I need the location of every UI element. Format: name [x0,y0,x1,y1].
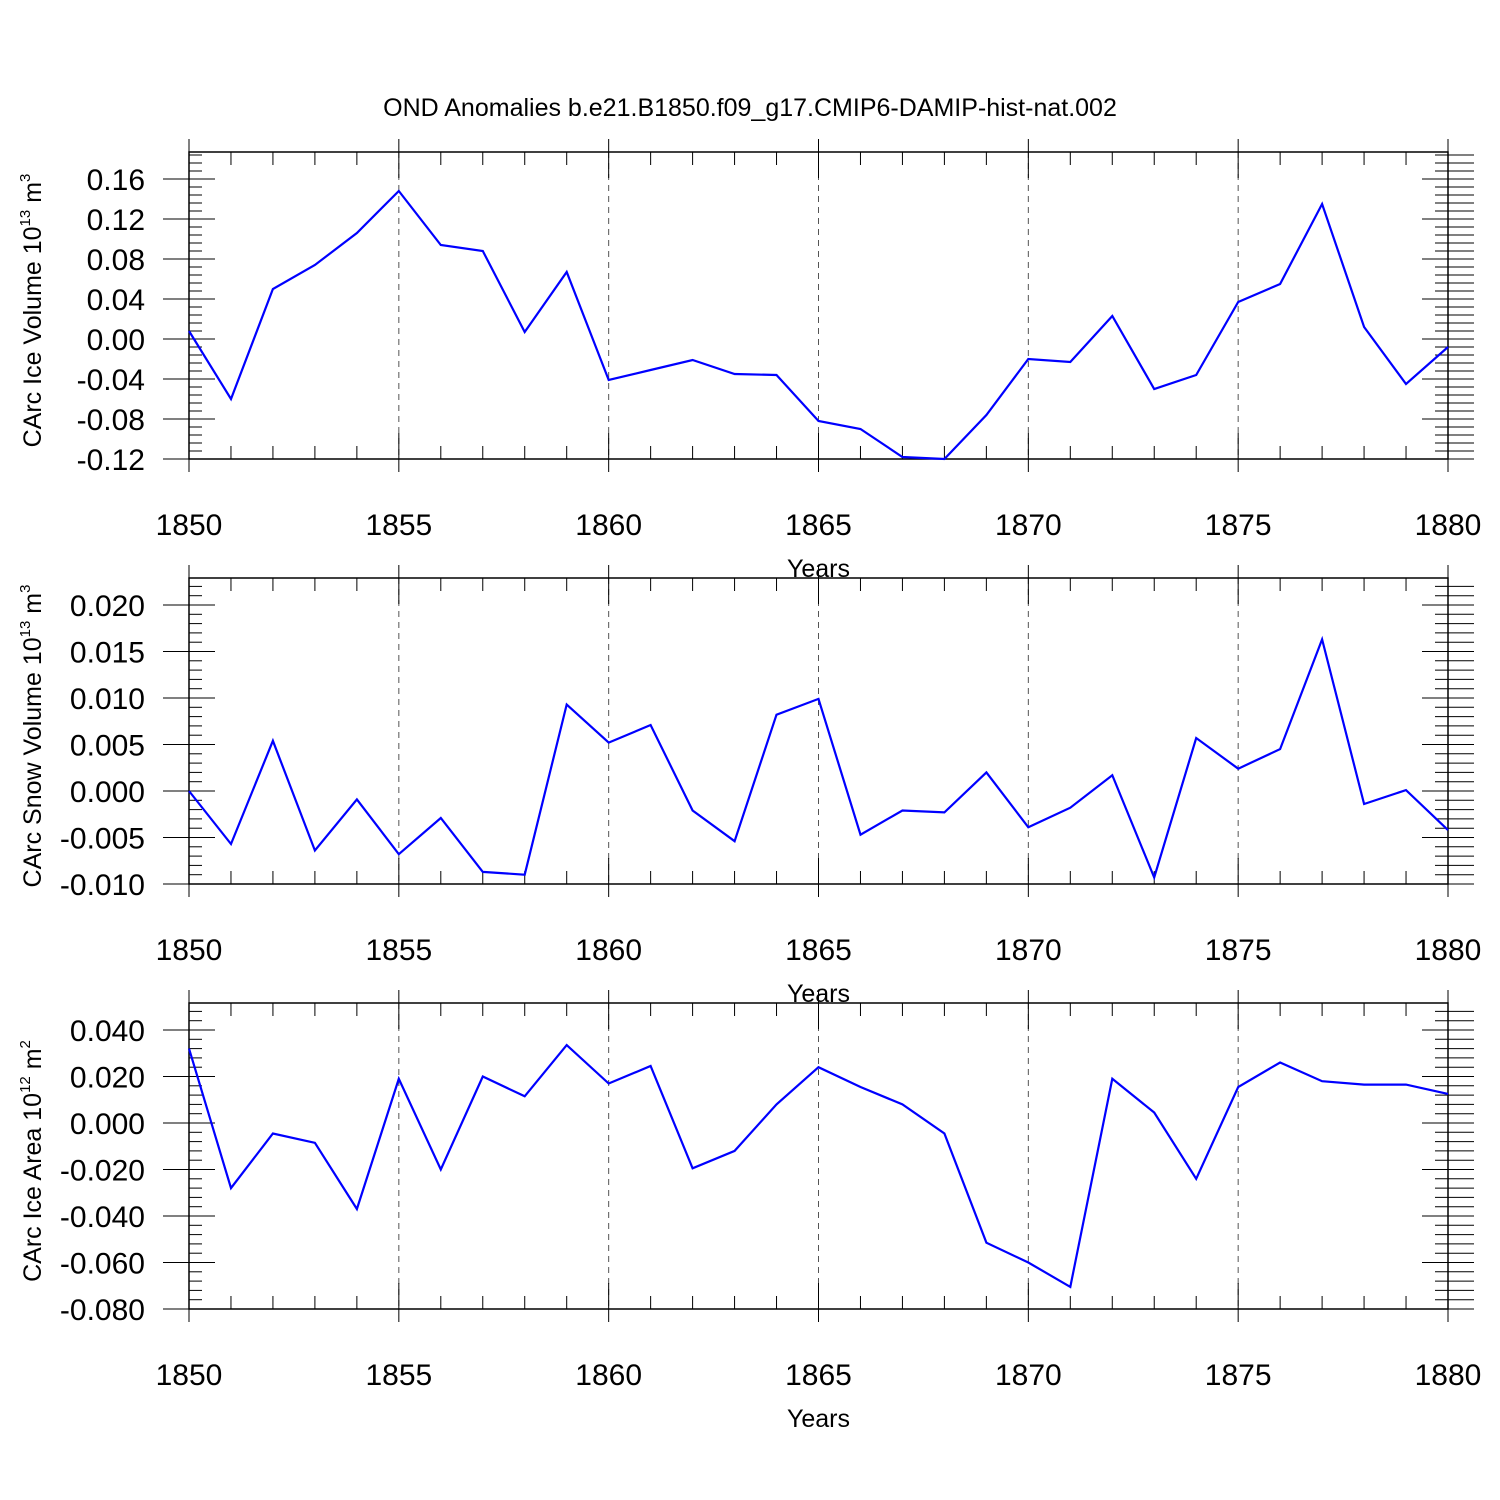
y-tick-label: -0.060 [60,1248,145,1281]
y-tick-label: 0.04 [87,284,145,317]
y-tick-label: -0.04 [77,364,145,397]
x-axis-label: Years [787,1405,850,1433]
x-tick-label: 1865 [785,509,852,542]
y-tick-label: -0.005 [60,823,145,856]
series-line [188,189,1449,461]
x-tick-label: 1870 [995,509,1062,542]
panel-3: -0.080 -0.060 -0.040 -0.020 0.000 0.020 0.040 1… [17,990,1481,1433]
series-line [187,1043,1449,1289]
panel-2: -0.010 -0.005 0.000 0.005 0.010 0.015 0.020 185… [17,565,1481,1008]
y-tick-label: -0.08 [77,404,145,437]
y-tick-label: 0.040 [70,1015,145,1048]
y-tick-label: 0.005 [70,730,145,763]
x-tick-label: 1855 [365,509,432,542]
y-tick-label: -0.010 [60,869,145,902]
y-tick-label: 0.020 [70,590,145,623]
x-tick-label: 1865 [785,1359,852,1392]
y-tick-label: -0.12 [77,444,145,477]
x-tick-label: 1880 [1415,1359,1482,1392]
x-tick-label: 1860 [575,1359,642,1392]
x-tick-label: 1850 [156,509,223,542]
x-tick-label: 1860 [575,934,642,967]
x-tick-label: 1865 [785,934,852,967]
x-tick-label: 1850 [156,1359,223,1392]
x-tick-label: 1855 [365,934,432,967]
x-tick-label: 1875 [1205,1359,1272,1392]
y-tick-label: 0.000 [70,776,145,809]
x-tick-label: 1880 [1415,509,1482,542]
x-tick-label: 1870 [995,934,1062,967]
y-tick-label: 0.000 [70,1108,145,1141]
x-tick-label: 1850 [156,934,223,967]
y-tick-label: -0.020 [60,1155,145,1188]
panel-1: -0.12 -0.08 -0.04 0.00 0.04 0.08 0.12 0.16 1850 1… [17,139,1481,583]
series-line [188,635,1449,881]
x-tick-label: 1855 [365,1359,432,1392]
y-tick-label: 0.020 [70,1062,145,1095]
y-tick-label: -0.080 [60,1294,145,1327]
y-tick-label: 0.010 [70,683,145,716]
x-tick-label: 1860 [575,509,642,542]
y-tick-label: 0.12 [87,204,145,237]
y-tick-label: 0.16 [87,164,145,197]
y-tick-label: -0.040 [60,1201,145,1234]
x-tick-label: 1875 [1205,509,1272,542]
y-axis-label: CArc Snow Volume 1013 m3 [17,585,47,888]
y-axis-label: CArc Ice Area 1012 m2 [17,1040,47,1282]
x-tick-label: 1870 [995,1359,1062,1392]
chart-title: OND Anomalies b.e21.B1850.f09_g17.CMIP6-… [383,94,1117,122]
x-tick-label: 1875 [1205,934,1272,967]
y-tick-label: 0.08 [87,244,145,277]
y-axis-label: CArc Ice Volume 1013 m3 [17,174,47,448]
x-tick-label: 1880 [1415,934,1482,967]
y-tick-label: 0.015 [70,637,145,670]
y-tick-label: 0.00 [87,324,145,357]
